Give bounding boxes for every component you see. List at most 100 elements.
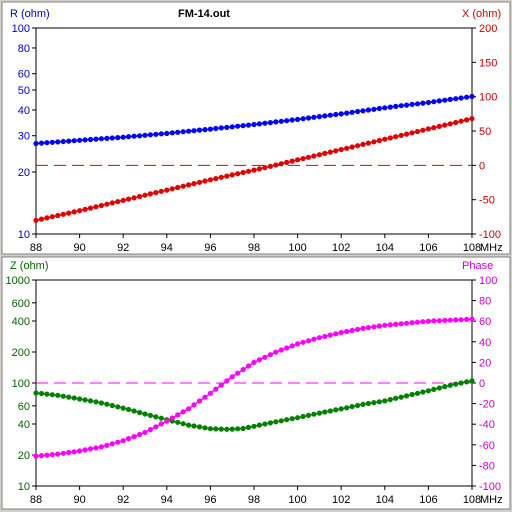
left-tick-label: 40	[18, 419, 30, 431]
x-unit-label: MHz	[480, 494, 503, 506]
data-point	[295, 415, 301, 421]
data-point	[93, 445, 99, 451]
data-point	[262, 421, 268, 427]
data-point	[213, 176, 219, 182]
x-tick-label: 90	[73, 494, 85, 506]
data-point	[82, 447, 88, 453]
data-point	[469, 116, 475, 122]
right-axis-label: Phase	[462, 260, 493, 272]
x-tick-label: 96	[204, 494, 216, 506]
left-tick-label: 50	[18, 85, 30, 97]
data-point	[235, 123, 241, 129]
data-point	[469, 93, 475, 100]
data-point	[458, 95, 464, 101]
data-point	[453, 381, 459, 387]
data-point	[414, 390, 421, 396]
data-point	[398, 321, 404, 327]
data-point	[158, 188, 164, 194]
x-tick-label: 92	[117, 242, 129, 254]
data-point	[104, 401, 110, 407]
series-1	[33, 116, 475, 223]
data-point	[142, 429, 148, 435]
data-point	[229, 426, 235, 432]
data-point	[256, 422, 262, 428]
data-point	[98, 444, 104, 450]
data-point	[425, 126, 431, 132]
data-point	[175, 419, 181, 425]
data-point	[376, 137, 382, 144]
data-point	[409, 130, 415, 136]
data-point	[169, 130, 175, 136]
data-point	[55, 451, 61, 457]
left-tick-label: 10	[18, 481, 30, 493]
data-point	[33, 390, 39, 396]
data-point	[322, 150, 328, 156]
data-point	[344, 145, 350, 151]
data-point	[371, 324, 377, 330]
data-point	[387, 135, 393, 141]
x-tick-label: 102	[332, 494, 350, 506]
data-point	[186, 128, 192, 134]
data-point	[398, 132, 404, 138]
x-tick-label: 108	[463, 494, 481, 506]
data-point	[453, 119, 459, 126]
data-point	[289, 416, 295, 422]
data-point	[180, 129, 186, 135]
data-point	[387, 104, 393, 110]
data-point	[60, 211, 66, 217]
x-tick-label: 90	[73, 242, 85, 254]
left-tick-label: 100	[12, 23, 30, 35]
data-point	[93, 204, 99, 210]
data-point	[115, 404, 121, 410]
chart-title: FM-14.out	[178, 8, 230, 20]
data-point	[240, 367, 246, 373]
data-point	[387, 322, 393, 328]
left-tick-label: 1000	[6, 275, 30, 287]
x-tick-label: 92	[117, 494, 129, 506]
data-point	[393, 395, 399, 401]
left-tick-label: 400	[12, 316, 30, 328]
data-point	[327, 408, 333, 414]
data-point	[229, 172, 235, 178]
x-tick-label: 98	[248, 242, 260, 254]
data-point	[376, 105, 382, 112]
data-point	[338, 406, 344, 412]
data-point	[49, 452, 55, 458]
data-point	[147, 427, 153, 433]
right-tick-label: 80	[479, 296, 491, 308]
data-point	[311, 153, 317, 159]
data-point	[327, 112, 333, 118]
data-point	[464, 94, 470, 100]
data-point	[409, 391, 415, 398]
data-point	[414, 128, 421, 135]
data-point	[240, 425, 246, 432]
data-point	[202, 425, 208, 431]
data-point	[44, 391, 50, 397]
data-point	[87, 205, 94, 211]
data-point	[409, 101, 415, 107]
data-point	[436, 98, 442, 104]
data-point	[77, 448, 83, 454]
data-point	[87, 398, 94, 404]
data-point	[327, 149, 333, 155]
data-point	[425, 388, 431, 394]
data-point	[458, 118, 464, 124]
data-point	[316, 410, 322, 416]
data-point	[464, 117, 470, 123]
left-axis-label: R (ohm)	[10, 8, 50, 20]
data-point	[71, 395, 77, 401]
data-point	[376, 323, 382, 329]
data-point	[360, 141, 366, 147]
panel-frame	[1, 1, 511, 255]
data-point	[371, 106, 377, 112]
series-0	[33, 378, 475, 432]
data-point	[33, 453, 39, 459]
data-point	[98, 202, 104, 209]
data-point	[164, 418, 170, 424]
data-point	[305, 412, 312, 418]
data-point	[355, 402, 361, 409]
data-point	[267, 163, 273, 169]
x-tick-label: 108	[463, 242, 481, 254]
